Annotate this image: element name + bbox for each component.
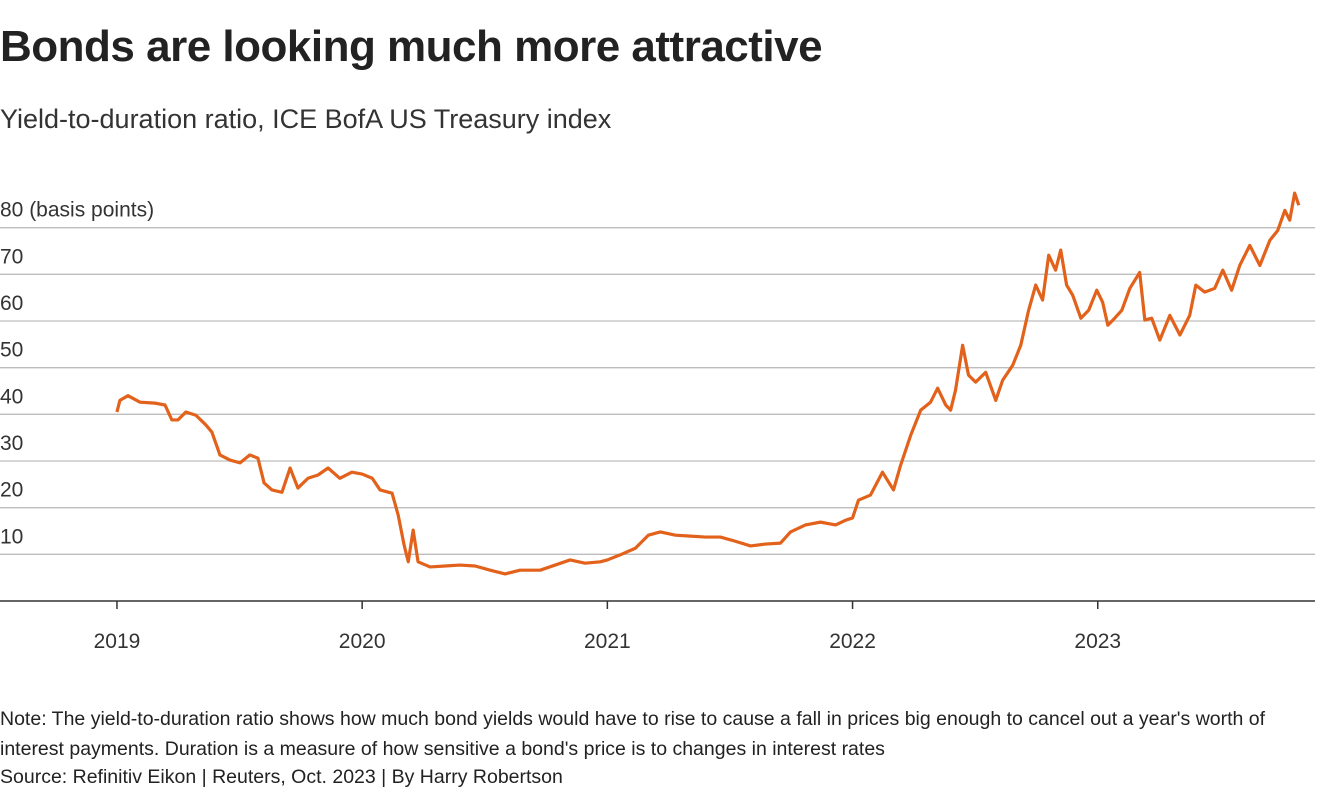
x-tick-label: 2023 xyxy=(1074,630,1121,653)
y-tick-label: 40 xyxy=(0,385,23,408)
y-tick-label: 20 xyxy=(0,479,23,502)
y-tick-label: 70 xyxy=(0,245,23,268)
chart: 10 20 30 40 50 60 70 80 (basis points) 2019 2020 2… xyxy=(0,191,1315,653)
source: Source: Refinitiv Eikon | Reuters, Oct. … xyxy=(0,766,563,788)
y-tick-label: 10 xyxy=(0,525,23,548)
line-series xyxy=(115,191,1301,576)
y-tick-label: 80 (basis points) xyxy=(0,199,154,222)
y-tick-label: 50 xyxy=(0,339,23,362)
y-tick-label: 30 xyxy=(0,432,23,455)
x-tick-label: 2020 xyxy=(339,630,386,653)
x-tick-label: 2021 xyxy=(584,630,631,653)
note: Note: The yield-to-duration ratio shows … xyxy=(0,708,1266,760)
x-tick-label: 2022 xyxy=(829,630,876,653)
y-tick-label: 60 xyxy=(0,292,23,315)
chart-title: Bonds are looking much more attractive xyxy=(0,22,823,71)
chart-subtitle: Yield-to-duration ratio, ICE BofA US Tre… xyxy=(0,104,612,134)
x-tick-label: 2019 xyxy=(94,630,141,653)
